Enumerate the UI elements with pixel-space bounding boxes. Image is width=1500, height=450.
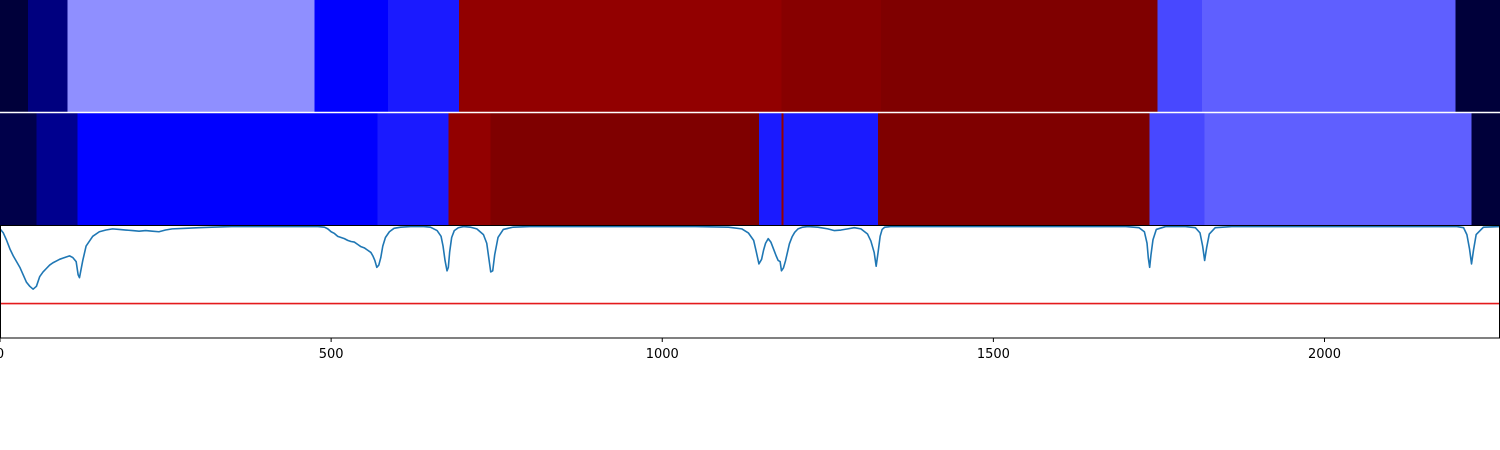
segment-tracks xyxy=(0,0,1500,225)
x-tick-label: 2000 xyxy=(1308,347,1341,362)
track-segment xyxy=(783,113,879,225)
track-segment xyxy=(0,0,28,112)
track-segment xyxy=(388,0,459,112)
track-1 xyxy=(0,0,1500,112)
track-segment xyxy=(781,113,784,225)
track-segment xyxy=(77,113,378,225)
track-segment xyxy=(758,113,782,225)
line-panel-background xyxy=(0,226,1500,338)
track-segment xyxy=(781,0,881,112)
track-segment xyxy=(880,0,1158,112)
track-segment xyxy=(314,0,389,112)
track-segment xyxy=(1157,0,1202,112)
track-segment xyxy=(67,0,315,112)
track-segment xyxy=(458,0,782,112)
track-segment xyxy=(27,0,68,112)
track-segment xyxy=(1471,113,1500,225)
track-segment xyxy=(878,113,1150,225)
line-panel xyxy=(0,225,1500,305)
track-segment xyxy=(1204,113,1472,225)
track-segment xyxy=(377,113,449,225)
track-segment xyxy=(36,113,78,225)
track-segment xyxy=(1149,113,1205,225)
x-tick-label: 1500 xyxy=(977,347,1010,362)
track-segment xyxy=(1201,0,1456,112)
track-segment xyxy=(490,113,759,225)
track-segment xyxy=(448,113,491,225)
series-line-1 xyxy=(0,225,1500,290)
x-tick-label: 0 xyxy=(0,347,4,362)
track-2 xyxy=(0,113,1500,225)
x-tick-label: 1000 xyxy=(646,347,679,362)
x-tick-label: 500 xyxy=(319,347,344,362)
track-segment xyxy=(0,113,37,225)
track-segment xyxy=(1455,0,1500,112)
x-axis: 0 500 1000 1500 2000 xyxy=(0,338,1341,362)
